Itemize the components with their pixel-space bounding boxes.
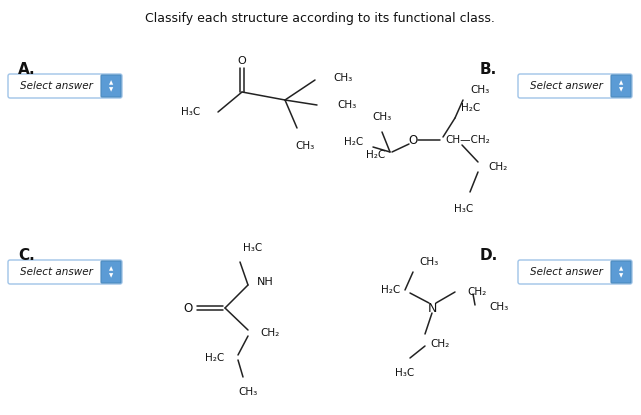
Text: O: O: [238, 56, 246, 66]
Text: ▼: ▼: [109, 87, 113, 92]
Text: ▲: ▲: [619, 80, 623, 85]
FancyBboxPatch shape: [611, 75, 631, 97]
FancyBboxPatch shape: [101, 261, 121, 283]
Text: ▼: ▼: [109, 273, 113, 278]
Text: ▼: ▼: [619, 87, 623, 92]
Text: N: N: [428, 302, 437, 315]
FancyBboxPatch shape: [518, 74, 632, 98]
Text: CH₂: CH₂: [260, 328, 279, 338]
Text: CH₃: CH₃: [333, 73, 353, 83]
Text: CH₂: CH₂: [467, 287, 487, 297]
Text: CH₃: CH₃: [489, 302, 508, 312]
Text: H₂C: H₂C: [204, 353, 224, 363]
FancyBboxPatch shape: [8, 74, 122, 98]
Text: Select answer: Select answer: [20, 267, 92, 277]
Text: O: O: [184, 302, 193, 315]
Text: Select answer: Select answer: [529, 81, 603, 91]
Text: ▲: ▲: [619, 266, 623, 271]
Text: Classify each structure according to its functional class.: Classify each structure according to its…: [145, 12, 495, 25]
FancyBboxPatch shape: [8, 260, 122, 284]
FancyBboxPatch shape: [101, 75, 121, 97]
Text: C.: C.: [18, 248, 35, 263]
Text: ▲: ▲: [109, 266, 113, 271]
Text: H₂C: H₂C: [461, 103, 480, 113]
Text: CH—CH₂: CH—CH₂: [445, 135, 490, 145]
Text: B.: B.: [480, 62, 497, 77]
Text: H₂C: H₂C: [366, 150, 385, 160]
Text: H₃C: H₃C: [181, 107, 200, 117]
Text: CH₃: CH₃: [238, 387, 258, 397]
Text: CH₃: CH₃: [337, 100, 356, 110]
Text: CH₃: CH₃: [296, 141, 315, 151]
Text: CH₂: CH₂: [488, 162, 507, 172]
Text: H₃C: H₃C: [243, 243, 262, 253]
Text: ▲: ▲: [109, 80, 113, 85]
Text: CH₃: CH₃: [372, 112, 392, 122]
FancyBboxPatch shape: [518, 260, 632, 284]
Text: H₃C: H₃C: [395, 368, 415, 378]
Text: ▼: ▼: [619, 273, 623, 278]
Text: O: O: [408, 134, 418, 146]
Text: H₂C: H₂C: [381, 285, 400, 295]
Text: Select answer: Select answer: [529, 267, 603, 277]
Text: CH₃: CH₃: [470, 85, 489, 95]
Text: H₂C: H₂C: [344, 137, 363, 147]
Text: NH: NH: [257, 277, 274, 287]
Text: A.: A.: [18, 62, 36, 77]
Text: CH₃: CH₃: [419, 257, 438, 267]
Text: CH₂: CH₂: [430, 339, 449, 349]
Text: Select answer: Select answer: [20, 81, 92, 91]
Text: D.: D.: [480, 248, 498, 263]
Text: H₃C: H₃C: [454, 204, 474, 214]
FancyBboxPatch shape: [611, 261, 631, 283]
